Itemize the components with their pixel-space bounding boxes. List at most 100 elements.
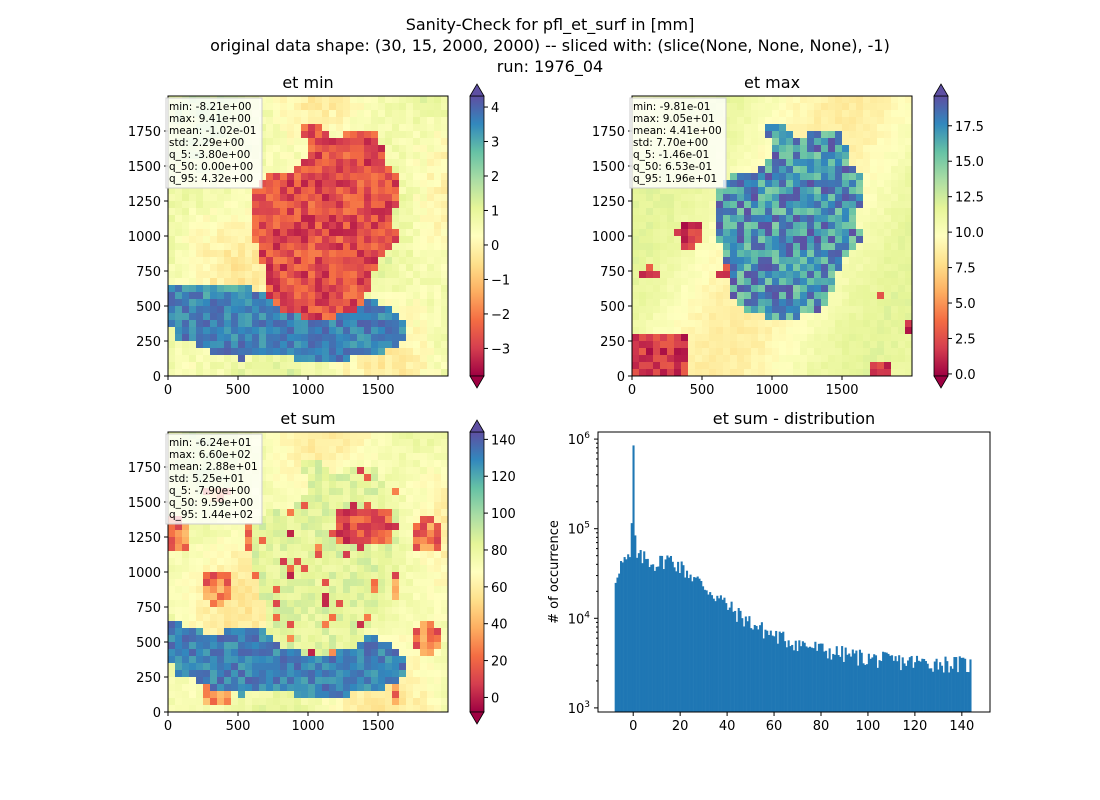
heatmap-cell <box>779 152 787 160</box>
heatmap-cell <box>828 138 836 146</box>
heatmap-cell <box>315 201 323 209</box>
heatmap-cell <box>210 187 218 195</box>
heatmap-cell <box>744 299 752 307</box>
heatmap-cell <box>399 292 407 300</box>
heatmap-cell <box>392 677 400 685</box>
heatmap-cell <box>385 432 393 440</box>
heatmap-cell <box>441 705 449 713</box>
heatmap-cell <box>427 621 435 629</box>
heatmap-cell <box>231 299 239 307</box>
heatmap-cell <box>441 166 449 174</box>
heatmap-cell <box>413 502 421 510</box>
heatmap-cell <box>427 138 435 146</box>
heatmap-cell <box>646 264 654 272</box>
heatmap-cell <box>758 362 766 370</box>
heatmap-cell <box>322 600 330 608</box>
heatmap-cell <box>273 152 281 160</box>
heatmap-cell <box>413 96 421 104</box>
heatmap-cell <box>350 131 358 139</box>
heatmap-cell <box>399 698 407 706</box>
heatmap-cell <box>315 481 323 489</box>
heatmap-cell <box>203 544 211 552</box>
heatmap-cell <box>364 670 372 678</box>
heatmap-cell <box>905 334 913 342</box>
heatmap-cell <box>667 278 675 286</box>
heatmap-cell <box>252 621 260 629</box>
heatmap-cell <box>723 131 731 139</box>
heatmap-cell <box>336 691 344 699</box>
heatmap-cell <box>245 677 253 685</box>
heatmap-cell <box>441 327 449 335</box>
heatmap-cell <box>870 334 878 342</box>
heatmap-cell <box>210 320 218 328</box>
heatmap-cell <box>723 145 731 153</box>
heatmap-cell <box>413 180 421 188</box>
heatmap-cell <box>217 614 225 622</box>
heatmap-cell <box>280 474 288 482</box>
heatmap-cell <box>350 649 358 657</box>
heatmap-cell <box>385 138 393 146</box>
heatmap-cell <box>301 621 309 629</box>
heatmap-cell <box>674 222 682 230</box>
heatmap-cell <box>189 187 197 195</box>
heatmap-cell <box>737 285 745 293</box>
heatmap-cell <box>210 565 218 573</box>
heatmap-cell <box>308 628 316 636</box>
heatmap-cell <box>814 222 822 230</box>
heatmap-cell <box>828 208 836 216</box>
heatmap-cell <box>343 488 351 496</box>
heatmap-cell <box>420 299 428 307</box>
heatmap-cell <box>287 222 295 230</box>
heatmap-cell <box>427 579 435 587</box>
heatmap-cell <box>385 257 393 265</box>
heatmap-cell <box>273 320 281 328</box>
heatmap-cell <box>793 271 801 279</box>
heatmap-cell <box>420 586 428 594</box>
heatmap-cell <box>315 551 323 559</box>
heatmap-cell <box>427 131 435 139</box>
heatmap-cell <box>399 446 407 454</box>
heatmap-cell <box>294 628 302 636</box>
heatmap-cell <box>702 362 710 370</box>
heatmap-cell <box>224 565 232 573</box>
heatmap-cell <box>427 474 435 482</box>
heatmap-cell <box>420 362 428 370</box>
heatmap-cell <box>814 110 822 118</box>
heatmap-cell <box>392 341 400 349</box>
heatmap-cell <box>301 467 309 475</box>
heatmap-cell <box>667 292 675 300</box>
heatmap-cell <box>639 313 647 321</box>
heatmap-cell <box>392 628 400 636</box>
heatmap-cell <box>779 145 787 153</box>
heatmap-cell <box>322 327 330 335</box>
heatmap-cell <box>646 313 654 321</box>
heatmap-cell <box>793 152 801 160</box>
heatmap-cell <box>301 313 309 321</box>
heatmap-cell <box>308 341 316 349</box>
histogram-bar <box>625 559 628 712</box>
heatmap-cell <box>716 278 724 286</box>
heatmap-cell <box>420 600 428 608</box>
heatmap-cell <box>175 278 183 286</box>
heatmap-cell <box>688 327 696 335</box>
heatmap-cell <box>406 544 414 552</box>
heatmap-cell <box>385 159 393 167</box>
heatmap-cell <box>210 586 218 594</box>
heatmap-cell <box>905 173 913 181</box>
heatmap-cell <box>779 201 787 209</box>
heatmap-cell <box>252 348 260 356</box>
heatmap-cell <box>716 285 724 293</box>
heatmap-cell <box>231 215 239 223</box>
heatmap-cell <box>357 635 365 643</box>
heatmap-cell <box>371 278 379 286</box>
heatmap-cell <box>905 187 913 195</box>
heatmap-cell <box>371 502 379 510</box>
heatmap-cell <box>434 691 442 699</box>
heatmap-cell <box>259 138 267 146</box>
heatmap-cell <box>343 250 351 258</box>
heatmap-cell <box>259 670 267 678</box>
heatmap-cell <box>420 292 428 300</box>
heatmap-cell <box>280 698 288 706</box>
heatmap-cell <box>287 642 295 650</box>
heatmap-cell <box>231 278 239 286</box>
